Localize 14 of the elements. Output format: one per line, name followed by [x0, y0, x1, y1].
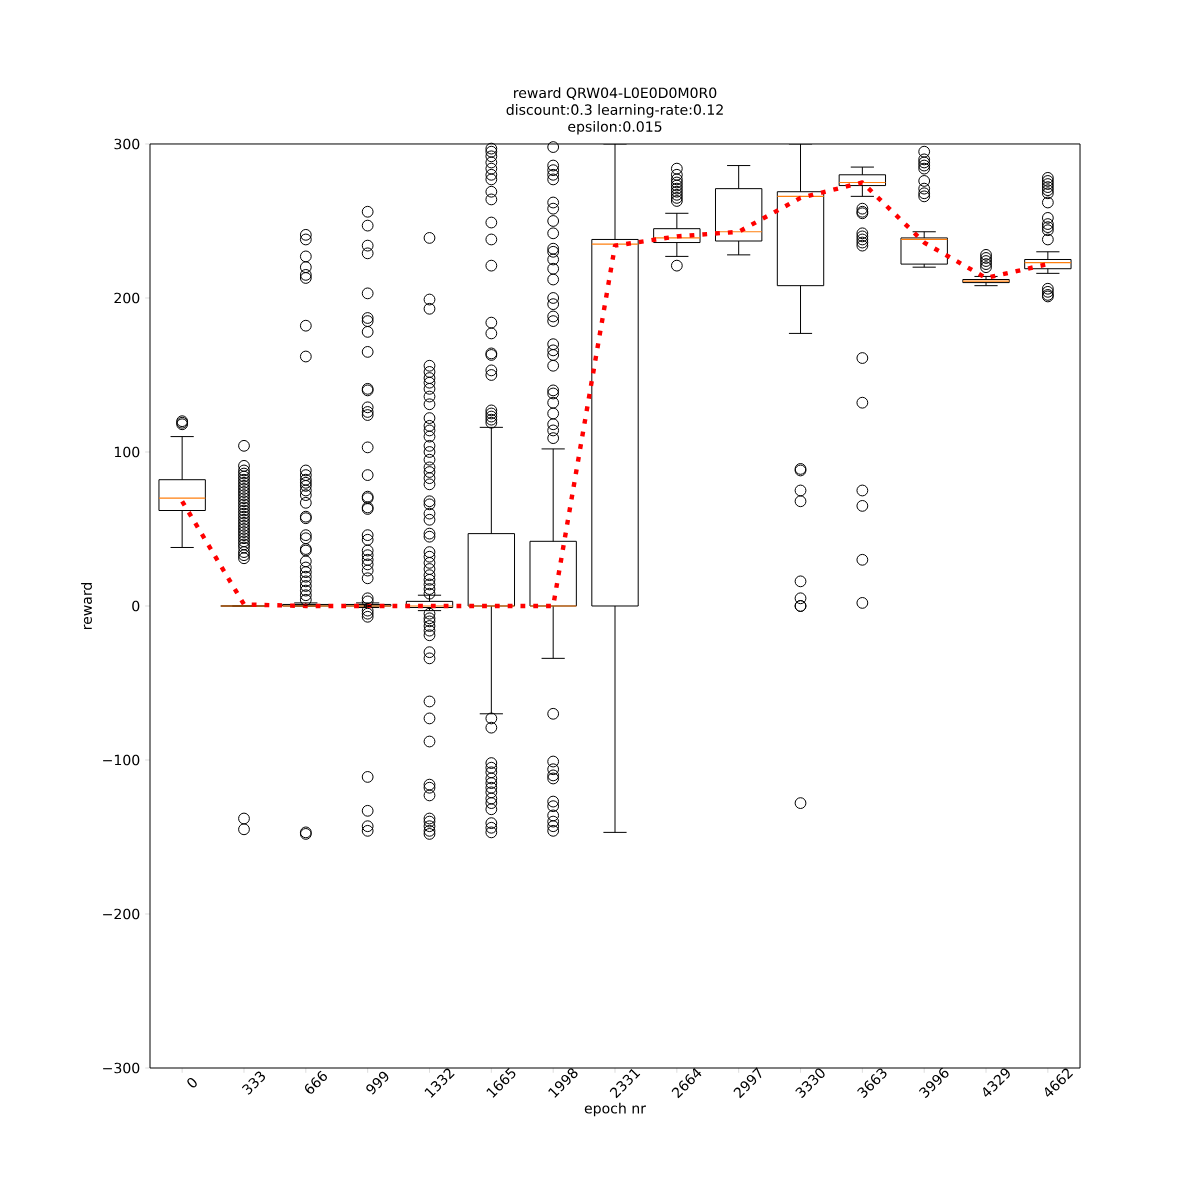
y-tick-label: 200 [114, 292, 140, 304]
y-tick-label: −200 [103, 908, 140, 920]
y-tick-label: 300 [114, 138, 140, 150]
chart-title: reward QRW04-L0E0D0M0R0 [514, 87, 717, 100]
y-tick-label: 0 [132, 600, 140, 612]
y-tick-label: −100 [103, 754, 140, 766]
y-tick-label: −300 [103, 1062, 140, 1074]
x-tick-label: 0 [187, 1077, 197, 1088]
x-tick-label: 666 [304, 1070, 327, 1094]
x-axis-title: epoch nr [584, 1102, 646, 1117]
y-axis-title: reward [81, 582, 92, 630]
text: epsilon:0.015 [568, 120, 662, 135]
y-tick-label: 100 [114, 446, 140, 458]
chart-subtitle: discount:0.3 learning-rate:0.12 [506, 104, 723, 118]
